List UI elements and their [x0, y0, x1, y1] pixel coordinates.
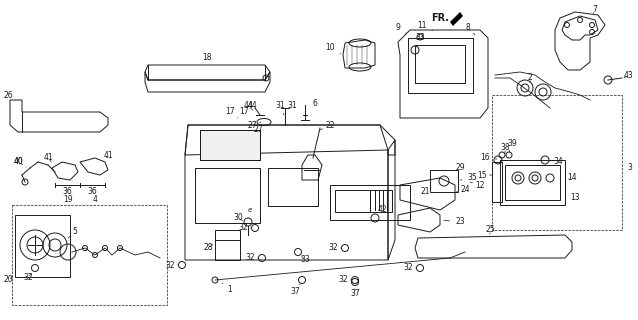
- Text: 9: 9: [396, 23, 406, 33]
- Text: 10: 10: [325, 44, 341, 54]
- Bar: [215, 230, 240, 260]
- Text: 44: 44: [243, 101, 253, 110]
- Text: 16: 16: [480, 154, 497, 163]
- Text: 36: 36: [87, 188, 97, 196]
- Text: 7: 7: [593, 5, 597, 14]
- Bar: [492, 162, 502, 202]
- Text: 32: 32: [338, 276, 351, 284]
- Bar: [330, 185, 410, 220]
- Text: 25: 25: [485, 226, 495, 235]
- Text: 15: 15: [477, 171, 492, 180]
- Text: 20: 20: [3, 276, 13, 284]
- Text: 36: 36: [62, 188, 72, 196]
- Text: 12: 12: [470, 180, 485, 189]
- Bar: [12, 205, 167, 305]
- Text: 32: 32: [238, 223, 251, 233]
- Polygon shape: [450, 12, 463, 26]
- Bar: [200, 130, 260, 160]
- Text: 14: 14: [567, 173, 577, 182]
- Text: 30: 30: [233, 213, 243, 222]
- Text: 6: 6: [313, 99, 318, 108]
- Text: 24: 24: [456, 186, 470, 195]
- Bar: [370, 190, 392, 212]
- Text: 3: 3: [622, 164, 632, 172]
- Text: e: e: [248, 207, 252, 213]
- Text: 4: 4: [93, 196, 98, 204]
- Bar: [500, 160, 565, 205]
- Text: 17: 17: [239, 108, 249, 116]
- Text: 17: 17: [225, 108, 238, 118]
- Bar: [505, 165, 560, 200]
- Text: 31: 31: [287, 101, 297, 110]
- Text: 32: 32: [23, 273, 33, 283]
- Bar: [415, 45, 465, 83]
- Text: 40: 40: [13, 157, 23, 166]
- Bar: [268, 168, 318, 206]
- Text: 13: 13: [570, 194, 580, 203]
- Text: 32: 32: [328, 244, 341, 252]
- Text: 41: 41: [43, 154, 53, 163]
- Text: 28: 28: [204, 244, 212, 252]
- Text: 33: 33: [300, 255, 310, 265]
- Bar: [335, 190, 370, 212]
- Text: 40: 40: [13, 157, 26, 167]
- Text: 37: 37: [290, 284, 300, 297]
- Text: 5: 5: [68, 228, 77, 238]
- Text: 43: 43: [623, 70, 633, 79]
- Text: 21: 21: [415, 188, 430, 196]
- Text: 19: 19: [63, 196, 73, 204]
- Text: 31: 31: [275, 101, 285, 115]
- Text: 27: 27: [253, 125, 263, 134]
- Text: 2: 2: [528, 74, 532, 83]
- Text: 27: 27: [247, 121, 261, 130]
- Text: 23: 23: [444, 218, 465, 227]
- Bar: [408, 38, 473, 93]
- Text: 38: 38: [500, 143, 510, 153]
- Text: 33: 33: [415, 34, 425, 48]
- Text: 32: 32: [403, 263, 416, 273]
- Text: 42: 42: [377, 205, 387, 214]
- Text: 34: 34: [550, 157, 563, 166]
- Text: 37: 37: [350, 289, 360, 298]
- Text: 32: 32: [165, 260, 178, 269]
- Bar: [195, 168, 260, 223]
- Text: 44: 44: [247, 100, 257, 109]
- Text: 1: 1: [222, 283, 232, 294]
- Bar: [430, 170, 458, 192]
- Text: 29: 29: [455, 164, 465, 178]
- Text: 11: 11: [417, 20, 433, 31]
- Text: 18: 18: [202, 53, 212, 62]
- Text: 39: 39: [507, 139, 517, 152]
- Text: 35: 35: [460, 173, 477, 182]
- Text: 26: 26: [3, 91, 13, 100]
- Bar: [492, 95, 622, 230]
- Text: 32: 32: [245, 253, 258, 262]
- Text: 41: 41: [103, 150, 113, 159]
- Bar: [15, 215, 70, 277]
- Text: FR.: FR.: [431, 13, 449, 23]
- Text: 22: 22: [320, 121, 335, 130]
- Text: 8: 8: [466, 23, 475, 35]
